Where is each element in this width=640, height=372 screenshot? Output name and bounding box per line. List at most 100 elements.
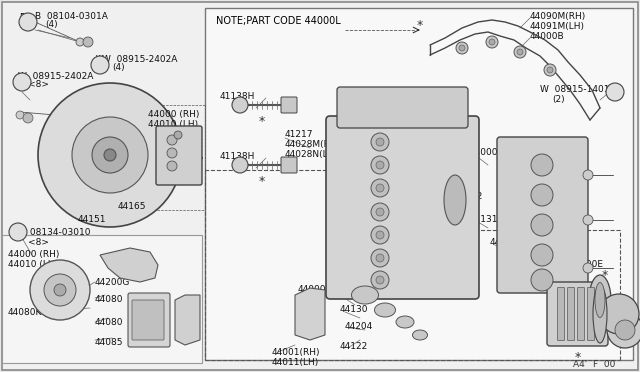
Circle shape [599, 294, 639, 334]
Circle shape [9, 223, 27, 241]
Circle shape [91, 56, 109, 74]
Text: 44000K: 44000K [298, 285, 332, 294]
Text: A4'  F  00: A4' F 00 [573, 360, 616, 369]
Text: B: B [15, 222, 21, 231]
Circle shape [38, 83, 182, 227]
Text: B: B [19, 13, 25, 22]
Circle shape [104, 149, 116, 161]
FancyBboxPatch shape [577, 288, 584, 340]
Text: 44028M(RH): 44028M(RH) [285, 140, 341, 149]
Ellipse shape [589, 275, 611, 325]
Circle shape [531, 154, 553, 176]
Text: 41217: 41217 [285, 130, 314, 139]
Circle shape [615, 320, 635, 340]
Text: (4): (4) [112, 63, 125, 72]
Text: W  08915-1401A: W 08915-1401A [540, 85, 616, 94]
Circle shape [531, 244, 553, 266]
Ellipse shape [396, 316, 414, 328]
Circle shape [371, 249, 389, 267]
Text: B  08134-03010: B 08134-03010 [18, 228, 90, 237]
Text: 44151: 44151 [78, 215, 106, 224]
Polygon shape [175, 295, 200, 345]
Circle shape [16, 111, 24, 119]
Text: W  08915-2402A: W 08915-2402A [18, 72, 93, 81]
FancyBboxPatch shape [337, 87, 468, 128]
Bar [205, 8, 633, 360]
Circle shape [376, 276, 384, 284]
Circle shape [376, 208, 384, 216]
Circle shape [583, 170, 593, 180]
Text: (4): (4) [45, 20, 58, 29]
Text: 44028N(LH): 44028N(LH) [285, 150, 339, 159]
Text: 44010 (LH): 44010 (LH) [8, 260, 58, 269]
Polygon shape [100, 248, 158, 282]
Text: 44132: 44132 [455, 192, 483, 201]
Text: (2): (2) [552, 95, 564, 104]
Text: 44080: 44080 [95, 318, 124, 327]
Text: 44010 (LH): 44010 (LH) [148, 120, 198, 129]
Text: *: * [427, 269, 433, 282]
Circle shape [371, 226, 389, 244]
Circle shape [371, 203, 389, 221]
Circle shape [371, 156, 389, 174]
Circle shape [174, 131, 182, 139]
Circle shape [232, 157, 248, 173]
FancyBboxPatch shape [281, 157, 297, 173]
Text: 44000D: 44000D [470, 148, 506, 157]
Text: 44119(LH): 44119(LH) [348, 102, 396, 111]
Circle shape [606, 83, 624, 101]
Circle shape [167, 148, 177, 158]
Circle shape [23, 113, 33, 123]
FancyBboxPatch shape [132, 300, 164, 340]
Text: W: W [96, 55, 104, 64]
Text: 44090E: 44090E [570, 308, 604, 317]
Circle shape [371, 271, 389, 289]
Ellipse shape [351, 286, 378, 304]
Text: 44000C: 44000C [335, 288, 370, 297]
Text: 44200E: 44200E [570, 260, 604, 269]
Ellipse shape [444, 175, 466, 225]
Text: <8>: <8> [28, 80, 49, 89]
Ellipse shape [413, 330, 428, 340]
Text: W: W [19, 73, 26, 81]
Circle shape [607, 312, 640, 348]
Circle shape [83, 37, 93, 47]
Circle shape [371, 133, 389, 151]
Circle shape [376, 184, 384, 192]
FancyBboxPatch shape [128, 293, 170, 347]
Text: 44000 (RH): 44000 (RH) [8, 250, 60, 259]
Circle shape [72, 117, 148, 193]
Circle shape [517, 49, 523, 55]
Text: *: * [38, 285, 45, 299]
Text: 44082: 44082 [545, 238, 573, 247]
Text: *: * [575, 352, 581, 365]
FancyBboxPatch shape [497, 137, 588, 293]
Text: 44130: 44130 [340, 305, 369, 314]
Text: 44026: 44026 [328, 272, 356, 281]
FancyBboxPatch shape [557, 288, 564, 340]
FancyBboxPatch shape [326, 116, 479, 299]
Text: 44001(RH): 44001(RH) [272, 348, 321, 357]
Circle shape [92, 137, 128, 173]
Circle shape [489, 39, 495, 45]
Ellipse shape [595, 282, 605, 317]
Circle shape [13, 73, 31, 91]
Circle shape [232, 97, 248, 113]
Circle shape [167, 161, 177, 171]
Polygon shape [295, 288, 325, 340]
FancyBboxPatch shape [281, 97, 297, 113]
Circle shape [76, 38, 84, 46]
Text: *: * [407, 253, 413, 266]
Bar [2, 235, 202, 363]
Circle shape [459, 45, 465, 51]
Circle shape [583, 263, 593, 273]
Text: 44080K: 44080K [8, 308, 42, 317]
Text: 44118(RH): 44118(RH) [348, 92, 397, 101]
Circle shape [544, 64, 556, 76]
FancyBboxPatch shape [588, 288, 595, 340]
Text: 41138H: 41138H [220, 92, 255, 101]
Circle shape [371, 179, 389, 197]
FancyBboxPatch shape [156, 126, 202, 185]
Ellipse shape [593, 285, 607, 343]
Text: 44000B: 44000B [530, 32, 564, 41]
